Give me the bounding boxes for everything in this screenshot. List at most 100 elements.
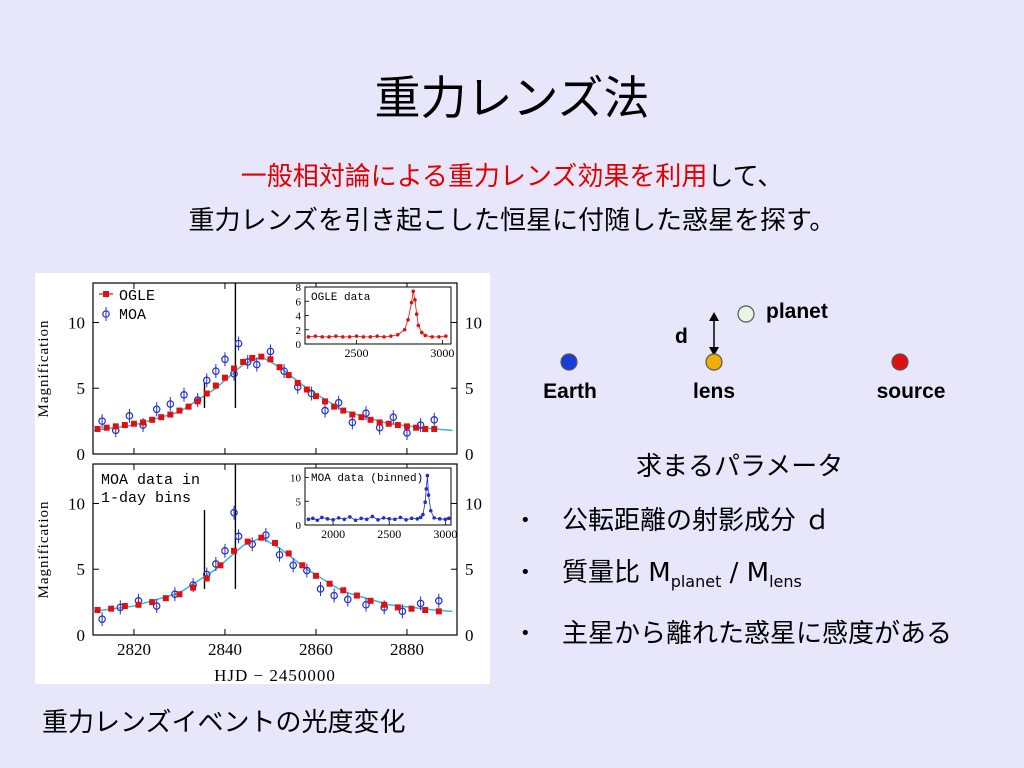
- subtitle-line-1: 一般相対論による重力レンズ効果を利用して、: [0, 156, 1024, 193]
- moa-point: [221, 355, 229, 364]
- ogle-point: [385, 420, 392, 427]
- mass-ratio-prefix: 質量比 M: [562, 558, 671, 588]
- ogle-point: [367, 416, 374, 423]
- ogle-point: [176, 407, 183, 414]
- slide-title: 重力レンズ法: [374, 71, 650, 125]
- inset-y-tick-label: 10: [290, 473, 302, 485]
- light-curve-figure: 0 0 5 5 10 10 Magnification OGLE MOA OGLE data 0 2 4…: [35, 273, 490, 684]
- inset-line: [308, 291, 446, 338]
- plot-frame: [92, 282, 458, 455]
- inset-x-tick-label: 2500: [377, 527, 401, 541]
- ogle-point: [231, 365, 238, 372]
- ogle-point: [185, 403, 192, 410]
- y-tick-label-right: 10: [465, 313, 482, 332]
- moa-point: [434, 596, 443, 605]
- figure-caption: 重力レンズイベントの光度変化: [42, 708, 406, 738]
- ogle-point: [194, 398, 201, 405]
- ogle-point: [244, 538, 251, 545]
- ogle-point: [240, 358, 247, 365]
- ogle-point: [112, 423, 119, 430]
- ogle-point: [121, 603, 128, 610]
- y-tick-label: 0: [77, 445, 86, 464]
- model-curve: [92, 355, 453, 432]
- mass-ratio-sub-lens: lens: [769, 572, 802, 592]
- ogle-point: [158, 414, 165, 421]
- moa-point: [202, 376, 211, 385]
- moa-point: [430, 416, 439, 424]
- ogle-point: [326, 580, 333, 587]
- parameter-text: 主星から離れた惑星に感度がある: [562, 619, 953, 650]
- x-tick-label: 2860: [299, 640, 333, 659]
- moa-point: [321, 406, 329, 415]
- lens-geometry-diagram: planet d Earth lens source: [543, 300, 945, 403]
- y-tick-label-right: 5: [465, 379, 474, 398]
- ogle-point: [381, 601, 388, 608]
- ogle-point: [167, 411, 174, 418]
- moa-point: [230, 508, 238, 517]
- planet-dot: [737, 305, 755, 323]
- moa-point: [253, 360, 261, 369]
- ogle-point: [367, 597, 374, 604]
- inset-y-tick-label: 2: [296, 325, 302, 337]
- y-tick-label: 10: [68, 313, 85, 332]
- arrow-head-up: [709, 312, 719, 321]
- inset-x-tick-label: 2500: [345, 346, 369, 360]
- inset-point: [444, 334, 448, 338]
- ogle-point: [376, 419, 383, 426]
- ogle-point: [431, 426, 438, 433]
- moa-point: [289, 561, 298, 570]
- moa-point: [125, 412, 134, 420]
- inset-y-tick-label: 5: [296, 496, 302, 508]
- moa-point: [280, 367, 288, 375]
- subtitle-rest: して、: [707, 162, 784, 192]
- moa-point: [221, 547, 229, 555]
- y-axis-label: Magnification: [36, 320, 52, 418]
- ogle-point: [403, 423, 410, 430]
- legend-moa-label: MOA: [119, 307, 146, 324]
- y-tick-label: 10: [68, 494, 85, 513]
- ogle-point: [108, 605, 115, 612]
- y-tick-label: 5: [77, 560, 86, 579]
- ogle-point: [121, 422, 128, 429]
- moa-point: [316, 585, 325, 593]
- parameter-item-sensitivity: 主星から離れた惑星に感度がある: [520, 613, 990, 655]
- inset-y-tick-label: 0: [296, 339, 302, 351]
- ogle-point: [190, 584, 197, 591]
- light-curve-svg: 0 0 5 5 10 10 Magnification OGLE MOA OGLE data 0 2 4…: [36, 282, 482, 684]
- ogle-point: [349, 411, 356, 418]
- ogle-point: [285, 372, 292, 379]
- moa-point: [166, 400, 175, 408]
- inset-y-tick-label: 4: [296, 311, 302, 323]
- inset-y-tick-label: 8: [296, 282, 302, 294]
- ogle-point: [340, 407, 347, 414]
- model-curve: [92, 536, 453, 613]
- moa-point: [303, 566, 311, 575]
- inset-point: [446, 516, 451, 521]
- ogle-point: [413, 424, 420, 431]
- x-tick-label: 2840: [208, 640, 242, 659]
- ogle-point: [358, 414, 365, 421]
- y-tick-label: 0: [77, 626, 86, 645]
- ogle-point: [299, 562, 306, 569]
- ogle-point: [312, 393, 319, 400]
- ogle-point: [221, 374, 228, 381]
- x-tick-label: 2820: [117, 640, 151, 659]
- ogle-point: [408, 605, 415, 612]
- inset-line: [308, 475, 449, 521]
- moa-point: [266, 347, 275, 356]
- mass-ratio-sub-planet: planet: [670, 572, 722, 592]
- y-tick-label-right: 0: [465, 445, 474, 464]
- ogle-point: [94, 426, 101, 433]
- inset-x-tick-label: 2000: [321, 527, 345, 541]
- moa-point: [362, 600, 370, 609]
- moa-point: [348, 418, 357, 427]
- ogle-point: [162, 595, 169, 602]
- inset-x-tick-label: 3000: [430, 346, 454, 360]
- ogle-point: [94, 607, 101, 614]
- ogle-point: [203, 575, 210, 582]
- ogle-point: [267, 356, 274, 363]
- ogle-point: [340, 587, 347, 594]
- moa-point: [416, 599, 425, 608]
- distance-label: d: [675, 325, 688, 348]
- inset-title: OGLE data: [311, 292, 371, 304]
